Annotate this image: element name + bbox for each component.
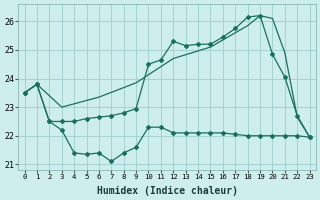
X-axis label: Humidex (Indice chaleur): Humidex (Indice chaleur) (97, 186, 237, 196)
